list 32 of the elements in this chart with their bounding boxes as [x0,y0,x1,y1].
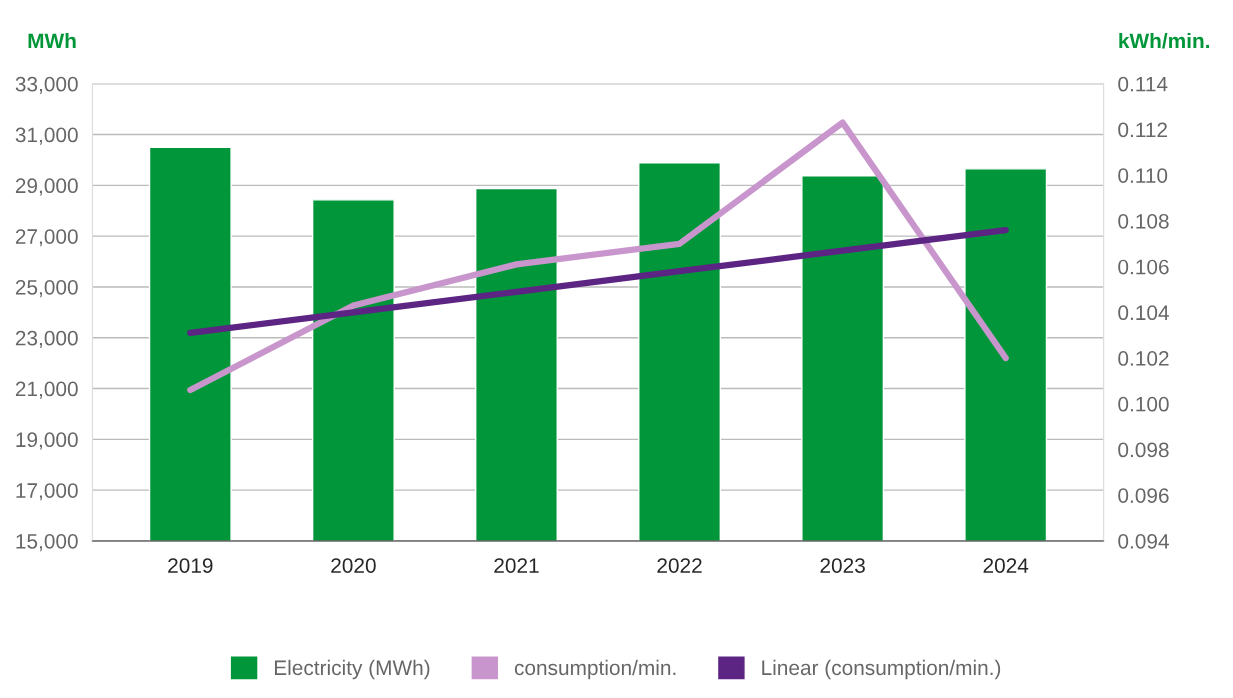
y2-tick-label: 0.106 [1118,259,1169,275]
legend-label: consumption/min. [514,659,676,680]
y-tick-label: 31,000 [15,127,78,145]
y2-tick-label: 0.104 [1118,305,1169,321]
y2-tick-label: 0.100 [1118,396,1169,412]
y2-axis-title: kWh/min. [1119,32,1210,49]
y-tick-label: 21,000 [15,381,78,399]
y-tick-label: 17,000 [16,483,78,501]
y-tick-label: 19,000 [16,432,78,450]
y2-tick-label: 0.110 [1118,168,1168,183]
legend-label: Electricity (MWh) [274,659,430,680]
y2-tick-label: 0.112 [1118,122,1167,138]
y-tick-label: 23,000 [15,330,78,348]
y2-tick-label: 0.098 [1118,442,1169,458]
y-tick-label: 27,000 [15,229,78,247]
y2-tick-label: 0.096 [1118,488,1169,503]
y-tick-label: 25,000 [15,279,78,298]
y-axis-title: MWh [28,32,76,48]
x-tick-label: 2022 [657,558,702,573]
y-tick-label: 15,000 [16,533,78,552]
x-tick-label: 2024 [983,558,1029,573]
y-tick-label: 29,000 [15,178,78,196]
legend-label: Linear (consumption/min.) [762,659,1001,680]
y2-tick-label: 0.108 [1118,213,1169,229]
y-tick-label: 33,000 [15,76,78,94]
y2-tick-label: 0.094 [1118,533,1169,549]
y2-tick-label: 0.114 [1118,76,1168,92]
x-tick-label: 2020 [331,558,376,573]
x-tick-label: 2019 [168,558,213,573]
x-tick-label: 2021 [494,558,539,573]
y2-tick-label: 0.102 [1118,351,1169,366]
x-tick-label: 2023 [820,558,865,573]
